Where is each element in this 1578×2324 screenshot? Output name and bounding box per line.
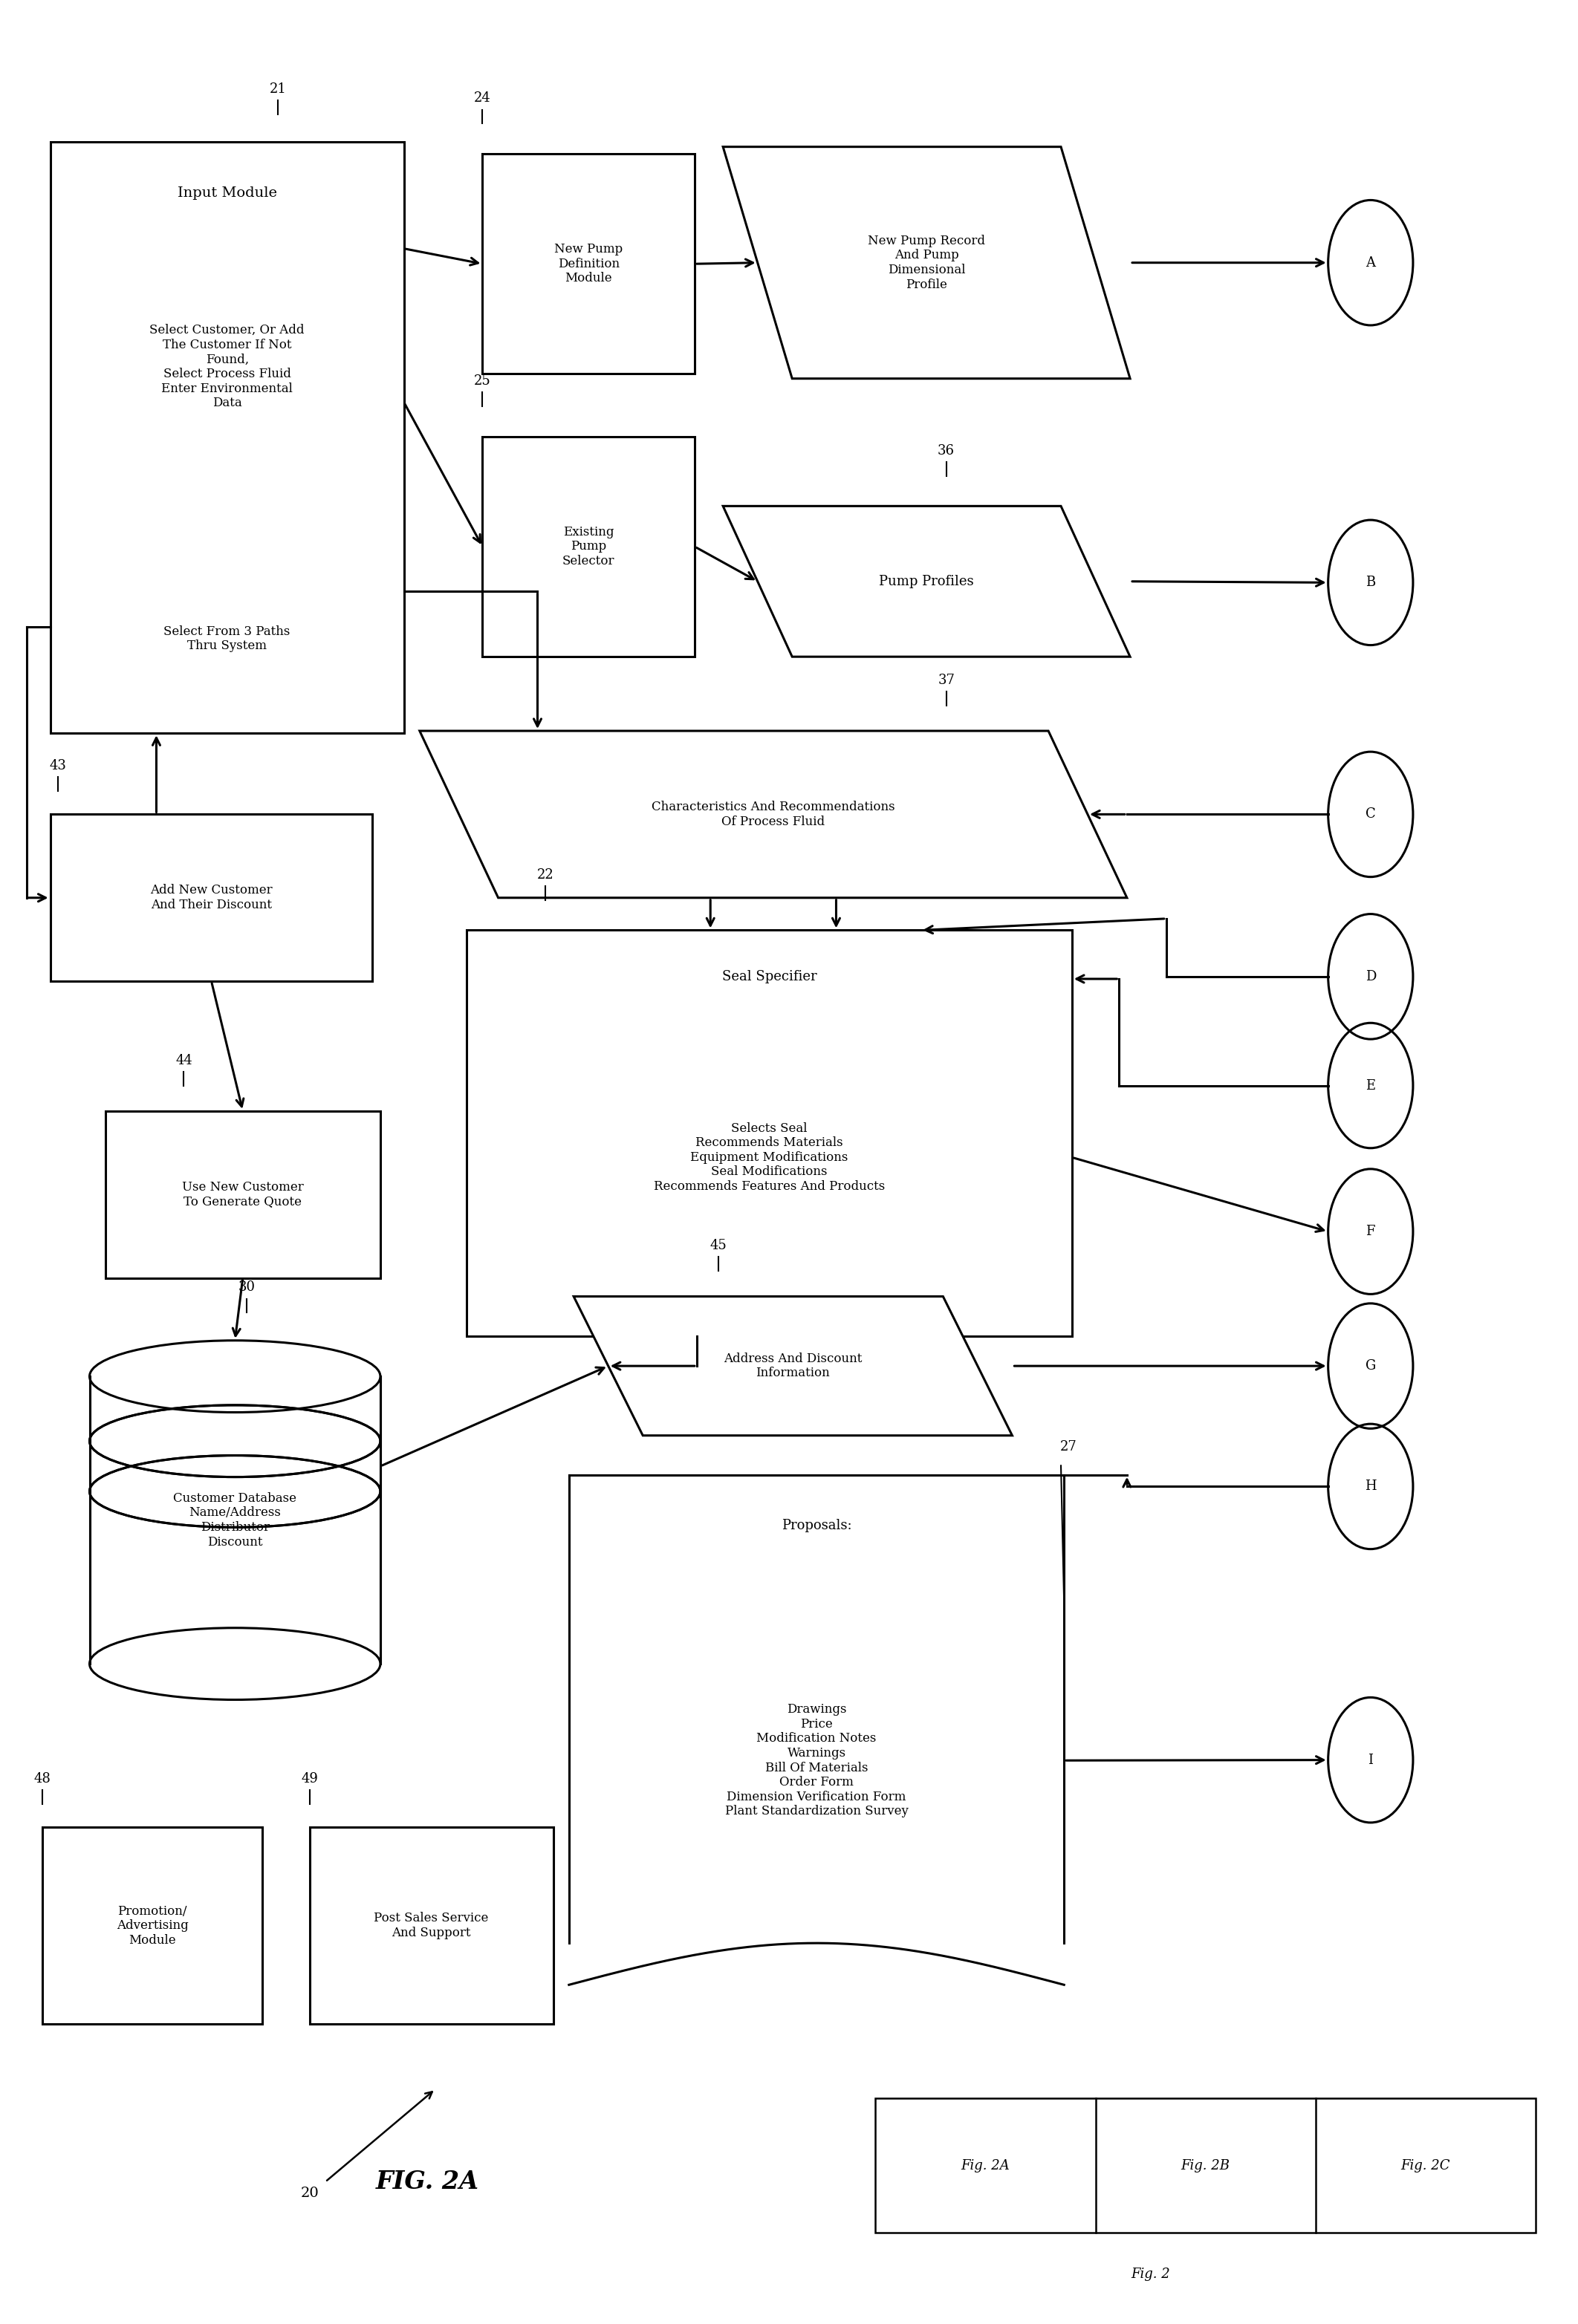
Text: Selects Seal
Recommends Materials
Equipment Modifications
Seal Modifications
Rec: Selects Seal Recommends Materials Equipm… [653,1122,885,1192]
Text: 37: 37 [937,674,955,688]
Polygon shape [574,1297,1011,1436]
Text: 36: 36 [937,444,955,458]
Text: Fig. 2B: Fig. 2B [1180,2159,1229,2173]
Text: F: F [1367,1225,1374,1239]
Text: Proposals:: Proposals: [781,1520,852,1532]
Text: Post Sales Service
And Support: Post Sales Service And Support [374,1913,489,1938]
Text: Customer Database
Name/Address
Distributor
Discount: Customer Database Name/Address Distribut… [174,1492,297,1548]
Text: 30: 30 [238,1281,256,1294]
FancyBboxPatch shape [50,813,372,981]
Text: B: B [1365,576,1376,590]
Text: Select From 3 Paths
Thru System: Select From 3 Paths Thru System [164,625,290,653]
Text: 43: 43 [49,760,66,772]
Text: FIG. 2A: FIG. 2A [376,2171,480,2194]
FancyBboxPatch shape [309,1827,554,2024]
Text: 45: 45 [710,1239,727,1253]
Polygon shape [723,507,1130,658]
Text: Fig. 2: Fig. 2 [1131,2268,1171,2282]
Text: 20: 20 [300,2187,319,2201]
Text: A: A [1365,256,1376,270]
Text: Seal Specifier: Seal Specifier [723,969,817,983]
Text: Promotion/
Advertising
Module: Promotion/ Advertising Module [117,1906,188,1948]
Text: Drawings
Price
Modification Notes
Warnings
Bill Of Materials
Order Form
Dimensio: Drawings Price Modification Notes Warnin… [724,1703,909,1817]
Text: Select Customer, Or Add
The Customer If Not
Found,
Select Process Fluid
Enter En: Select Customer, Or Add The Customer If … [150,323,305,409]
Text: Characteristics And Recommendations
Of Process Fluid: Characteristics And Recommendations Of P… [652,802,895,827]
Text: Add New Customer
And Their Discount: Add New Customer And Their Discount [150,883,273,911]
Text: 24: 24 [473,91,491,105]
FancyBboxPatch shape [50,142,404,732]
Text: Existing
Pump
Selector: Existing Pump Selector [562,525,615,567]
Text: 49: 49 [301,1773,319,1785]
FancyBboxPatch shape [90,1376,380,1664]
Text: D: D [1365,969,1376,983]
Text: Fig. 2C: Fig. 2C [1401,2159,1450,2173]
Text: Input Module: Input Module [177,186,276,200]
Text: 48: 48 [33,1773,50,1785]
Ellipse shape [90,1341,380,1413]
FancyBboxPatch shape [483,153,694,374]
Text: I: I [1368,1752,1373,1766]
Text: C: C [1365,809,1376,820]
FancyBboxPatch shape [483,437,694,658]
Polygon shape [420,730,1127,897]
FancyBboxPatch shape [43,1827,262,2024]
Ellipse shape [90,1627,380,1699]
Text: Use New Customer
To Generate Quote: Use New Customer To Generate Quote [181,1181,303,1208]
Text: 25: 25 [473,374,491,388]
FancyBboxPatch shape [876,2099,1535,2233]
Text: 21: 21 [270,81,287,95]
FancyBboxPatch shape [467,930,1071,1336]
Text: Fig. 2A: Fig. 2A [961,2159,1010,2173]
Text: G: G [1365,1360,1376,1373]
Text: New Pump
Definition
Module: New Pump Definition Module [554,244,623,286]
Text: New Pump Record
And Pump
Dimensional
Profile: New Pump Record And Pump Dimensional Pro… [868,235,985,290]
FancyBboxPatch shape [106,1111,380,1278]
Text: E: E [1365,1078,1376,1092]
Text: 27: 27 [1060,1441,1078,1455]
Text: Pump Profiles: Pump Profiles [879,574,974,588]
Text: 44: 44 [175,1053,193,1067]
Polygon shape [723,146,1130,379]
Text: Address And Discount
Information: Address And Discount Information [724,1353,862,1380]
Text: H: H [1365,1480,1376,1494]
Text: 22: 22 [537,869,554,881]
